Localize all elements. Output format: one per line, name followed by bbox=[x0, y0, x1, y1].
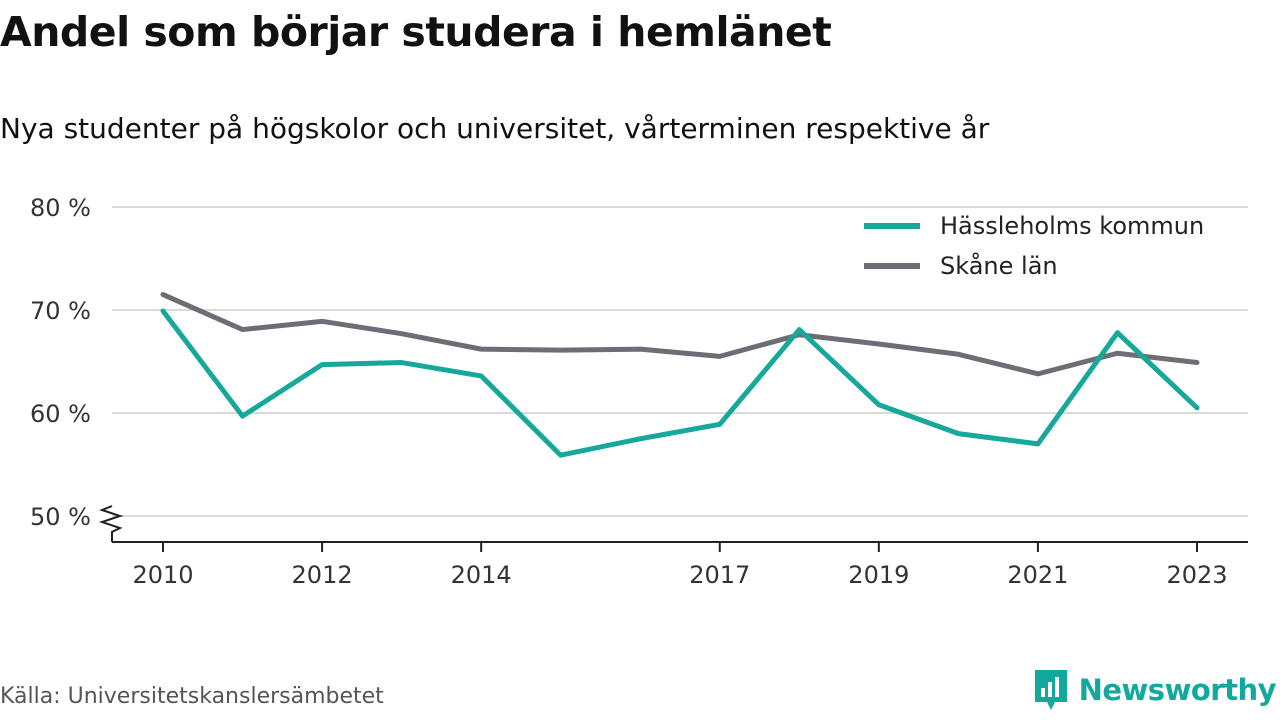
brand-name: Newsworthy bbox=[1078, 673, 1277, 707]
legend-label: Skåne län bbox=[940, 251, 1058, 280]
x-tick-label: 2014 bbox=[451, 561, 512, 589]
chart-subtitle: Nya studenter på högskolor och universit… bbox=[0, 112, 990, 145]
x-tick-label: 2019 bbox=[848, 561, 909, 589]
legend: Hässleholms kommun Skåne län bbox=[852, 208, 1244, 296]
y-tick-label: 60 % bbox=[30, 400, 91, 428]
series-lines bbox=[160, 292, 1200, 458]
y-tick-label: 80 % bbox=[30, 194, 91, 222]
axis-break-icon bbox=[98, 505, 124, 542]
y-axis-tick-labels: 50 % 60 % 70 % 80 % bbox=[30, 194, 91, 531]
newsworthy-logo-icon bbox=[1034, 670, 1067, 710]
x-tick-label: 2023 bbox=[1166, 561, 1227, 589]
x-tick-label: 2010 bbox=[132, 561, 193, 589]
x-tick-label: 2017 bbox=[689, 561, 750, 589]
legend-background bbox=[852, 208, 1244, 296]
newsworthy-logo: Newsworthy bbox=[1033, 668, 1277, 712]
series-line-skane-lan bbox=[160, 292, 1200, 377]
x-axis-tick-labels: 2010 2012 2014 2017 2019 2021 2023 bbox=[132, 542, 1228, 589]
chart-title: Andel som börjar studera i hemlänet bbox=[0, 8, 832, 56]
x-tick-label: 2012 bbox=[292, 561, 353, 589]
y-tick-label: 50 % bbox=[30, 503, 91, 531]
series-line-hassleholms-kommun bbox=[160, 308, 1200, 458]
x-axis bbox=[98, 505, 1248, 543]
x-tick-label: 2021 bbox=[1007, 561, 1068, 589]
legend-label: Hässleholms kommun bbox=[940, 212, 1204, 240]
y-tick-label: 70 % bbox=[30, 297, 91, 325]
source-note: Källa: Universitetskanslersämbetet bbox=[0, 684, 384, 709]
